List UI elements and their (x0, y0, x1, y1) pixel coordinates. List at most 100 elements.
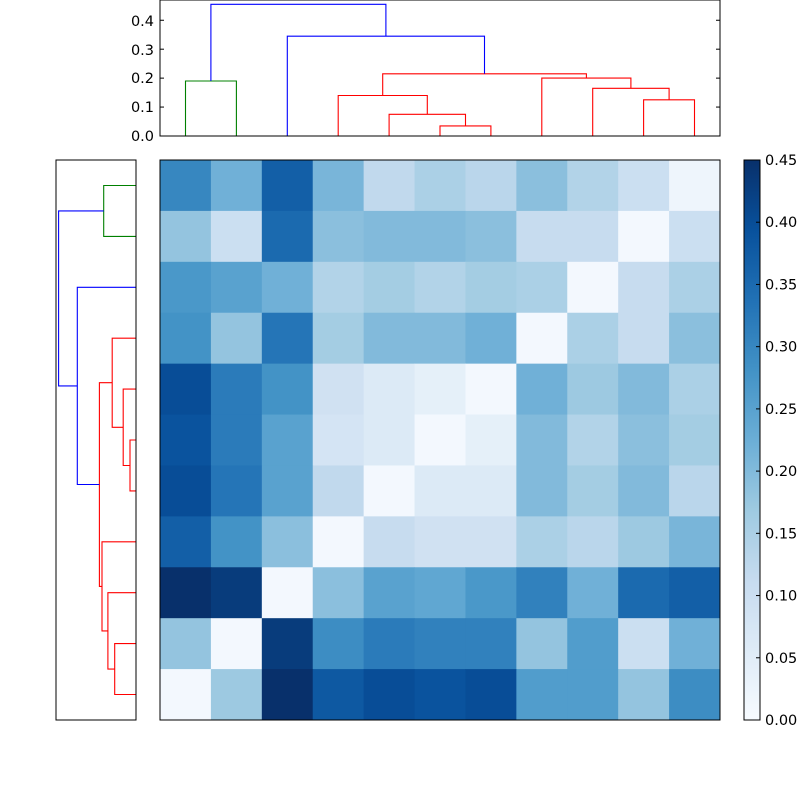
heatmap-cell (363, 516, 416, 568)
colorbar-tick-label: 0.15 (765, 526, 797, 542)
dendrogram-link (103, 184, 136, 237)
heatmap-cell (618, 414, 670, 466)
heatmap-cell (669, 414, 721, 466)
dendrogram-link (210, 3, 387, 81)
heatmap-cell (669, 210, 721, 263)
heatmap-cell (312, 312, 365, 365)
heatmap-cell (669, 567, 721, 619)
left-dendrogram-frame (55, 159, 137, 721)
heatmap-cell (312, 414, 365, 466)
heatmap-cell (312, 363, 365, 416)
heatmap-cell (312, 567, 365, 619)
heatmap-cell (516, 210, 568, 263)
heatmap-cell (618, 160, 670, 212)
heatmap-cell (312, 261, 365, 314)
dendrogram-link (592, 87, 670, 136)
heatmap-cell (363, 414, 416, 466)
heatmap-cell (414, 465, 466, 517)
heatmap-cell (210, 363, 263, 416)
heatmap-cell (618, 516, 670, 568)
heatmap-cell (363, 567, 416, 619)
heatmap-cell (160, 261, 212, 314)
heatmap-cell (567, 261, 619, 314)
heatmap-cell (618, 465, 670, 517)
heatmap-cell (261, 312, 314, 365)
heatmap-cell (567, 363, 619, 416)
colorbar-tick-label: 0.35 (765, 277, 797, 293)
dendrogram-link (107, 592, 136, 670)
dendrogram-link (388, 113, 467, 136)
heatmap-cell (160, 160, 212, 212)
heatmap-cell (210, 160, 263, 212)
heatmap-cell (312, 669, 365, 721)
colorbar-tick-label: 0.25 (765, 402, 797, 418)
heatmap-cell (160, 210, 212, 263)
heatmap-cell (261, 516, 314, 568)
heatmap-cell (160, 312, 212, 365)
dendrogram-link (439, 125, 492, 136)
heatmap-cell (414, 618, 466, 670)
heatmap-cell (414, 669, 466, 721)
heatmap-cell (465, 160, 517, 212)
heatmap-cell (160, 567, 212, 619)
heatmap-cell (516, 160, 568, 212)
heatmap-cell (669, 465, 721, 517)
heatmap-cell (567, 312, 619, 365)
heatmap-cell (669, 618, 721, 670)
heatmap-cell (363, 210, 416, 263)
heatmap-cell (261, 210, 314, 263)
heatmap-cell (465, 210, 517, 263)
heatmap-cell (414, 261, 466, 314)
heatmap-cell (312, 160, 365, 212)
heatmap-cell (261, 414, 314, 466)
heatmap-cell (312, 618, 365, 670)
heatmap-cell (261, 465, 314, 517)
heatmap-cell (210, 414, 263, 466)
dendrogram-link (98, 382, 113, 587)
heatmap-cell (465, 363, 517, 416)
heatmap-cell (516, 414, 568, 466)
heatmap-cell (414, 516, 466, 568)
heatmap-cell (160, 618, 212, 670)
colorbar-axis: 0.00 0.05 0.10 0.15 0.20 0.25 0.30 0.35 0.40 0.45 (756, 153, 797, 729)
heatmap-cell (261, 363, 314, 416)
heatmap-cell (210, 312, 263, 365)
heatmap-cell (210, 210, 263, 263)
dendrogram-link (382, 73, 587, 96)
heatmap-cell (567, 516, 619, 568)
dendrogram-link (184, 80, 237, 136)
colorbar-tick-label: 0.45 (765, 153, 797, 169)
heatmap-cell (567, 669, 619, 721)
dendrogram-link (129, 439, 136, 492)
heatmap-cell (312, 210, 365, 263)
heatmap-cell (210, 618, 263, 670)
heatmap-cell (465, 516, 517, 568)
heatmap-cell (465, 312, 517, 365)
heatmap-cell (618, 618, 670, 670)
heatmap-cell (618, 312, 670, 365)
heatmap-cell (669, 312, 721, 365)
heatmap-cell (363, 363, 416, 416)
top-dendrogram-y-axis: 0.0 0.1 0.2 0.3 0.4 (131, 14, 720, 145)
colorbar (743, 159, 761, 721)
dendrogram-link (111, 337, 136, 428)
heatmap-cell (669, 261, 721, 314)
colorbar-tick-label: 0.40 (765, 215, 797, 231)
heatmap-cell (261, 160, 314, 212)
colorbar-tick-label: 0.05 (765, 651, 797, 667)
heatmap-cell (618, 261, 670, 314)
heatmap-cell (363, 669, 416, 721)
left-dendrogram (58, 184, 136, 696)
heatmap-cell (516, 567, 568, 619)
y-tick-label: 0.3 (131, 43, 154, 59)
heatmap-cell (363, 312, 416, 365)
dendrogram-link (101, 541, 136, 632)
dendrogram-link (541, 77, 632, 136)
heatmap-cell (414, 160, 466, 212)
heatmap-cell (363, 160, 416, 212)
heatmap-cell (465, 261, 517, 314)
heatmap-cell (669, 160, 721, 212)
heatmap-cell (261, 567, 314, 619)
heatmap-cell (618, 567, 670, 619)
heatmap-cell (465, 414, 517, 466)
